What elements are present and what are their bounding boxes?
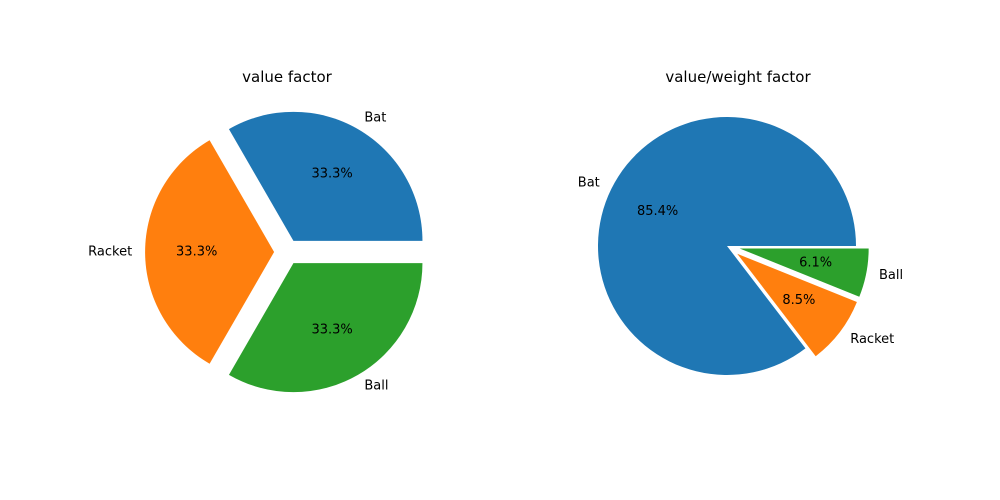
pie-slice-racket [737,253,857,357]
slice-label-racket: Racket [88,245,132,260]
slice-label-bat: Bat [578,176,600,191]
pie-slice-ball [228,263,423,393]
pie-slice-bat [597,117,856,376]
pie-chart-value-weight-factor: value/weight factor Bat 85.4% Racket 8.5% Ba… [578,68,903,376]
chart-title: value factor [242,68,333,86]
pie-chart-value-factor: value factor Bat 33.3% Racket 33.3% Ball 33.3… [88,68,423,394]
slice-label-ball: Ball [879,268,903,283]
slice-label-ball: Ball [364,379,388,394]
chart-title: value/weight factor [665,68,811,86]
slice-percent-ball: 6.1% [799,256,832,271]
pie-slice-bat [228,111,423,241]
slice-percent-racket: 33.3% [176,245,217,260]
pie-slice-racket [145,140,275,364]
slice-label-racket: Racket [850,332,894,347]
slice-percent-racket: 8.5% [782,293,815,308]
slice-percent-ball: 33.3% [311,323,352,338]
slice-percent-bat: 33.3% [311,166,352,181]
slice-percent-bat: 85.4% [637,204,678,219]
pie-slice-ball [739,248,869,297]
slice-label-bat: Bat [364,110,386,125]
